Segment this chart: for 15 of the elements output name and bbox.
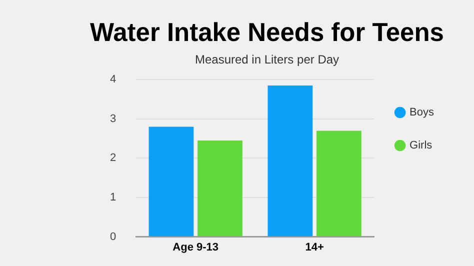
y-tick-label: 4 <box>110 74 116 86</box>
bar <box>268 85 313 236</box>
y-tick-label: 1 <box>110 192 116 204</box>
bar <box>148 126 194 236</box>
legend-label: Girls <box>410 140 433 152</box>
bar <box>198 140 242 236</box>
y-tick-label: 3 <box>110 112 116 125</box>
chart-title: Water Intake Needs for Teens <box>90 18 444 47</box>
legend-label: Boys <box>410 106 434 119</box>
y-tick-label: 2 <box>110 152 116 164</box>
bar <box>316 130 362 236</box>
x-tick-label: 14+ <box>305 241 324 254</box>
y-tick-label: 0 <box>110 230 116 243</box>
chart-subtitle: Measured in Liters per Day <box>194 52 340 67</box>
x-tick-label: Age 9-13 <box>172 241 219 254</box>
